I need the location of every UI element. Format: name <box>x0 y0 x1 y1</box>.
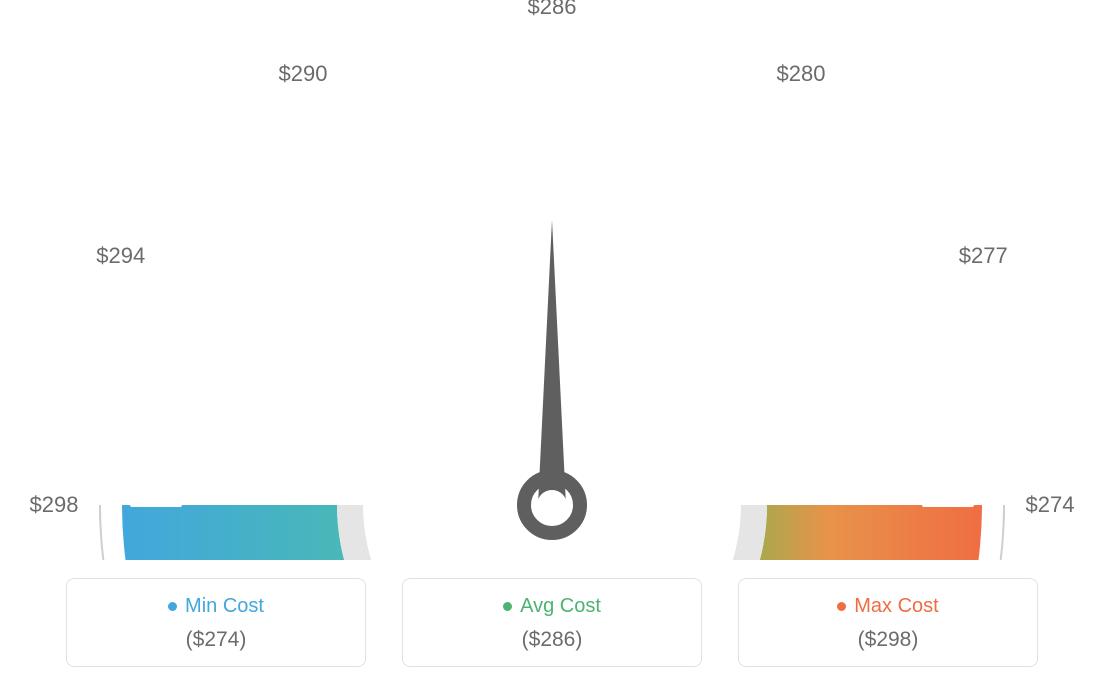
dot-icon <box>837 602 846 611</box>
legend-value-min: ($274) <box>77 628 355 652</box>
legend-label-avg: Avg Cost <box>503 595 601 618</box>
scale-label: $298 <box>30 492 79 518</box>
dot-icon <box>503 602 512 611</box>
scale-label: $280 <box>777 61 826 87</box>
gauge-svg <box>0 0 1104 560</box>
dot-icon <box>168 602 177 611</box>
legend-label-min: Min Cost <box>168 595 264 618</box>
scale-label: $286 <box>528 0 577 20</box>
scale-label: $294 <box>96 243 145 269</box>
legend-row: Min Cost ($274) Avg Cost ($286) Max Cost… <box>0 578 1104 667</box>
legend-card-avg: Avg Cost ($286) <box>402 578 702 667</box>
legend-card-max: Max Cost ($298) <box>738 578 1038 667</box>
legend-value-avg: ($286) <box>413 628 691 652</box>
gauge-chart: $274 $277 $280 $286 $290 $294 $298 <box>0 0 1104 560</box>
scale-label: $274 <box>1026 492 1075 518</box>
legend-label-text: Max Cost <box>854 595 938 618</box>
scale-label: $290 <box>279 61 328 87</box>
legend-value-max: ($298) <box>749 628 1027 652</box>
scale-label: $277 <box>959 243 1008 269</box>
legend-card-min: Min Cost ($274) <box>66 578 366 667</box>
legend-label-max: Max Cost <box>837 595 938 618</box>
legend-label-text: Avg Cost <box>520 595 601 618</box>
legend-label-text: Min Cost <box>185 595 264 618</box>
